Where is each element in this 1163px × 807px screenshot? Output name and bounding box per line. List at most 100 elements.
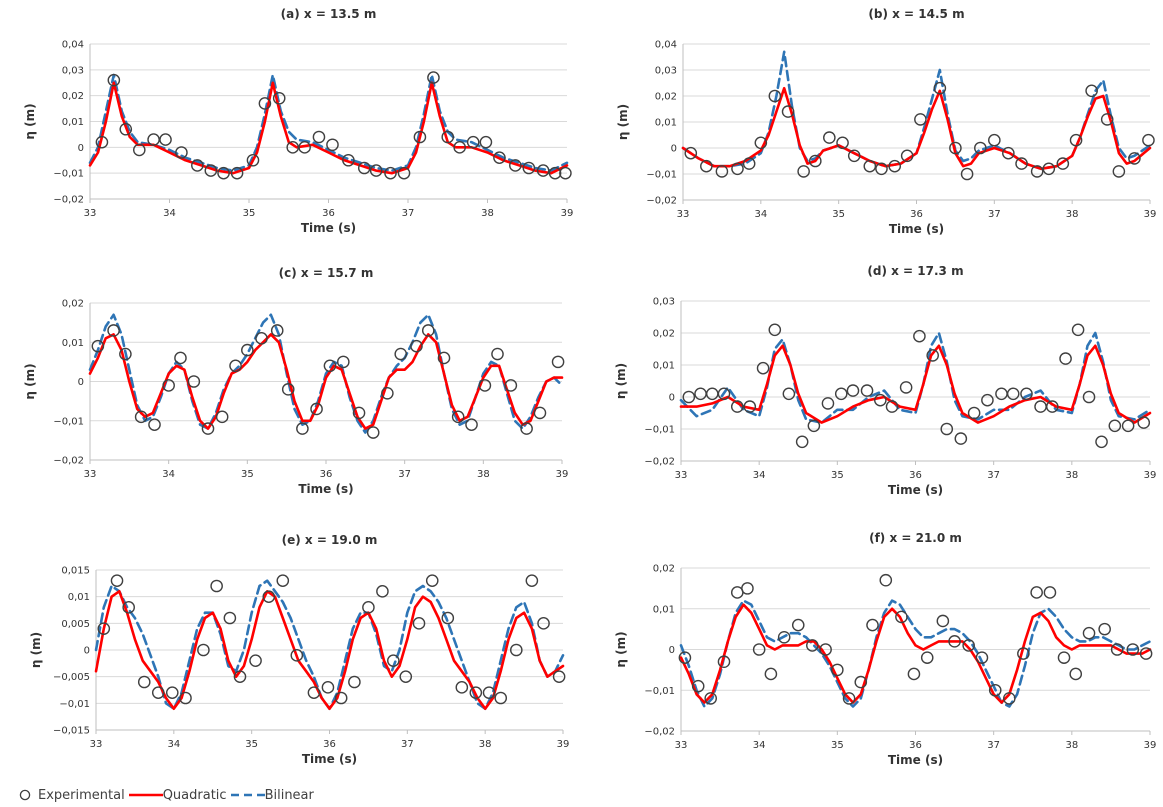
experimental-point [975, 651, 989, 664]
experimental-point [694, 387, 707, 401]
experimental-point [174, 351, 187, 365]
experimental-point [1017, 647, 1030, 660]
experimental-point [1069, 133, 1083, 147]
open-circle-marker-icon [19, 789, 31, 801]
experimental-point [321, 681, 335, 694]
experimental-point [1139, 647, 1153, 660]
y-axis-title: η (m) [23, 103, 37, 139]
experimental-point [151, 686, 165, 699]
y-tick-label: 0,015 [61, 566, 90, 577]
experimental-point [879, 573, 893, 587]
experimental-point [936, 614, 950, 628]
x-tick-label: 33 [677, 209, 690, 220]
experimental-point [233, 670, 247, 683]
experimental-point [754, 136, 768, 150]
experimental-point [1006, 387, 1020, 401]
y-tick-label: −0,02 [644, 727, 675, 738]
x-tick-label: 33 [84, 469, 97, 480]
chart-panel-2: −0,02 −0,01 0 0,01 0,02 0,03 0,04 33 34 35 36 37 38 3… [616, 7, 1156, 236]
experimental-point [962, 639, 975, 652]
bilinear-series-line [88, 313, 564, 434]
experimental-point [312, 130, 326, 144]
experimental-point [730, 400, 744, 413]
x-tick-label: 39 [1144, 209, 1157, 220]
experimental-point [310, 402, 323, 416]
experimental-point [807, 419, 821, 433]
experimental-point [412, 617, 426, 630]
x-tick-label: 38 [1065, 740, 1078, 751]
experimental-point [362, 601, 375, 614]
x-tick-label: 38 [1066, 209, 1079, 220]
y-tick-label: 0,01 [68, 592, 90, 603]
experimental-point [441, 130, 455, 144]
y-tick-label: −0,02 [644, 457, 675, 468]
experimental-point [717, 387, 731, 401]
x-tick-label: 36 [909, 470, 922, 481]
experimental-point [286, 141, 300, 154]
x-tick-label: 33 [675, 740, 688, 751]
experimental-point [866, 618, 879, 632]
chart-title: (c) x = 15.7 m [279, 266, 374, 280]
experimental-point [907, 667, 921, 681]
x-tick-label: 35 [243, 208, 256, 219]
experimental-point [399, 670, 413, 683]
y-axis-title: η (m) [23, 363, 37, 399]
experimental-point [394, 347, 408, 361]
x-tick-label: 34 [163, 208, 176, 219]
experimental-point [494, 691, 508, 705]
y-tick-label: 0 [671, 144, 677, 155]
experimental-point [148, 418, 161, 431]
chart-title: (a) x = 13.5 m [281, 7, 377, 21]
x-tick-label: 37 [987, 470, 1000, 481]
experimental-point [162, 379, 175, 392]
experimental-point [900, 149, 914, 163]
experimental-point [1043, 586, 1057, 599]
x-tick-label: 39 [556, 469, 569, 480]
experimental-point [1071, 323, 1085, 337]
y-tick-label: 0,03 [653, 297, 675, 308]
experimental-point [366, 426, 380, 439]
experimental-point [387, 654, 400, 667]
experimental-point [846, 384, 860, 397]
quadratic-series-line [679, 603, 1152, 704]
y-axis-title: η (m) [616, 104, 630, 140]
x-tick-label: 34 [754, 209, 767, 220]
experimental-point [334, 691, 348, 705]
experimental-point [1121, 419, 1135, 433]
experimental-point [960, 167, 974, 181]
y-tick-label: −0,015 [53, 726, 90, 737]
experimental-point [427, 71, 440, 84]
x-tick-label: 35 [245, 739, 258, 750]
experimental-point [806, 639, 819, 652]
experimental-point [229, 359, 242, 373]
experimental-point [230, 166, 244, 180]
experimental-point [1045, 400, 1059, 413]
x-tick-label: 34 [753, 470, 766, 481]
experimental-point [337, 355, 350, 369]
experimental-point [1128, 152, 1141, 165]
experimental-point [272, 91, 286, 105]
experimental-point [974, 141, 987, 155]
experimental-point [847, 149, 861, 163]
experimental-point [691, 679, 705, 693]
experimental-point [342, 153, 355, 167]
x-tick-label: 35 [832, 209, 845, 220]
experimental-point [895, 610, 908, 624]
experimental-point [684, 146, 698, 160]
experimental-point [949, 141, 962, 155]
chart-title: (f) x = 21.0 m [869, 531, 962, 545]
y-tick-label: 0 [78, 377, 84, 388]
experimental-point [940, 422, 954, 436]
experimental-point [217, 166, 230, 180]
experimental-point [262, 590, 276, 603]
experimental-point [397, 166, 411, 180]
y-tick-label: 0 [84, 646, 90, 657]
experimental-point [777, 630, 791, 644]
experimental-point [537, 617, 550, 630]
x-tick-label: 33 [84, 208, 97, 219]
chart-panel-3: −0,02 −0,01 0 0,01 0,02 33 34 35 36 37 38 39 (c) x =… [23, 266, 568, 496]
experimental-point [1110, 643, 1124, 656]
x-axis-title: Time (s) [301, 221, 356, 235]
experimental-point [731, 162, 744, 176]
experimental-point [1112, 165, 1126, 178]
